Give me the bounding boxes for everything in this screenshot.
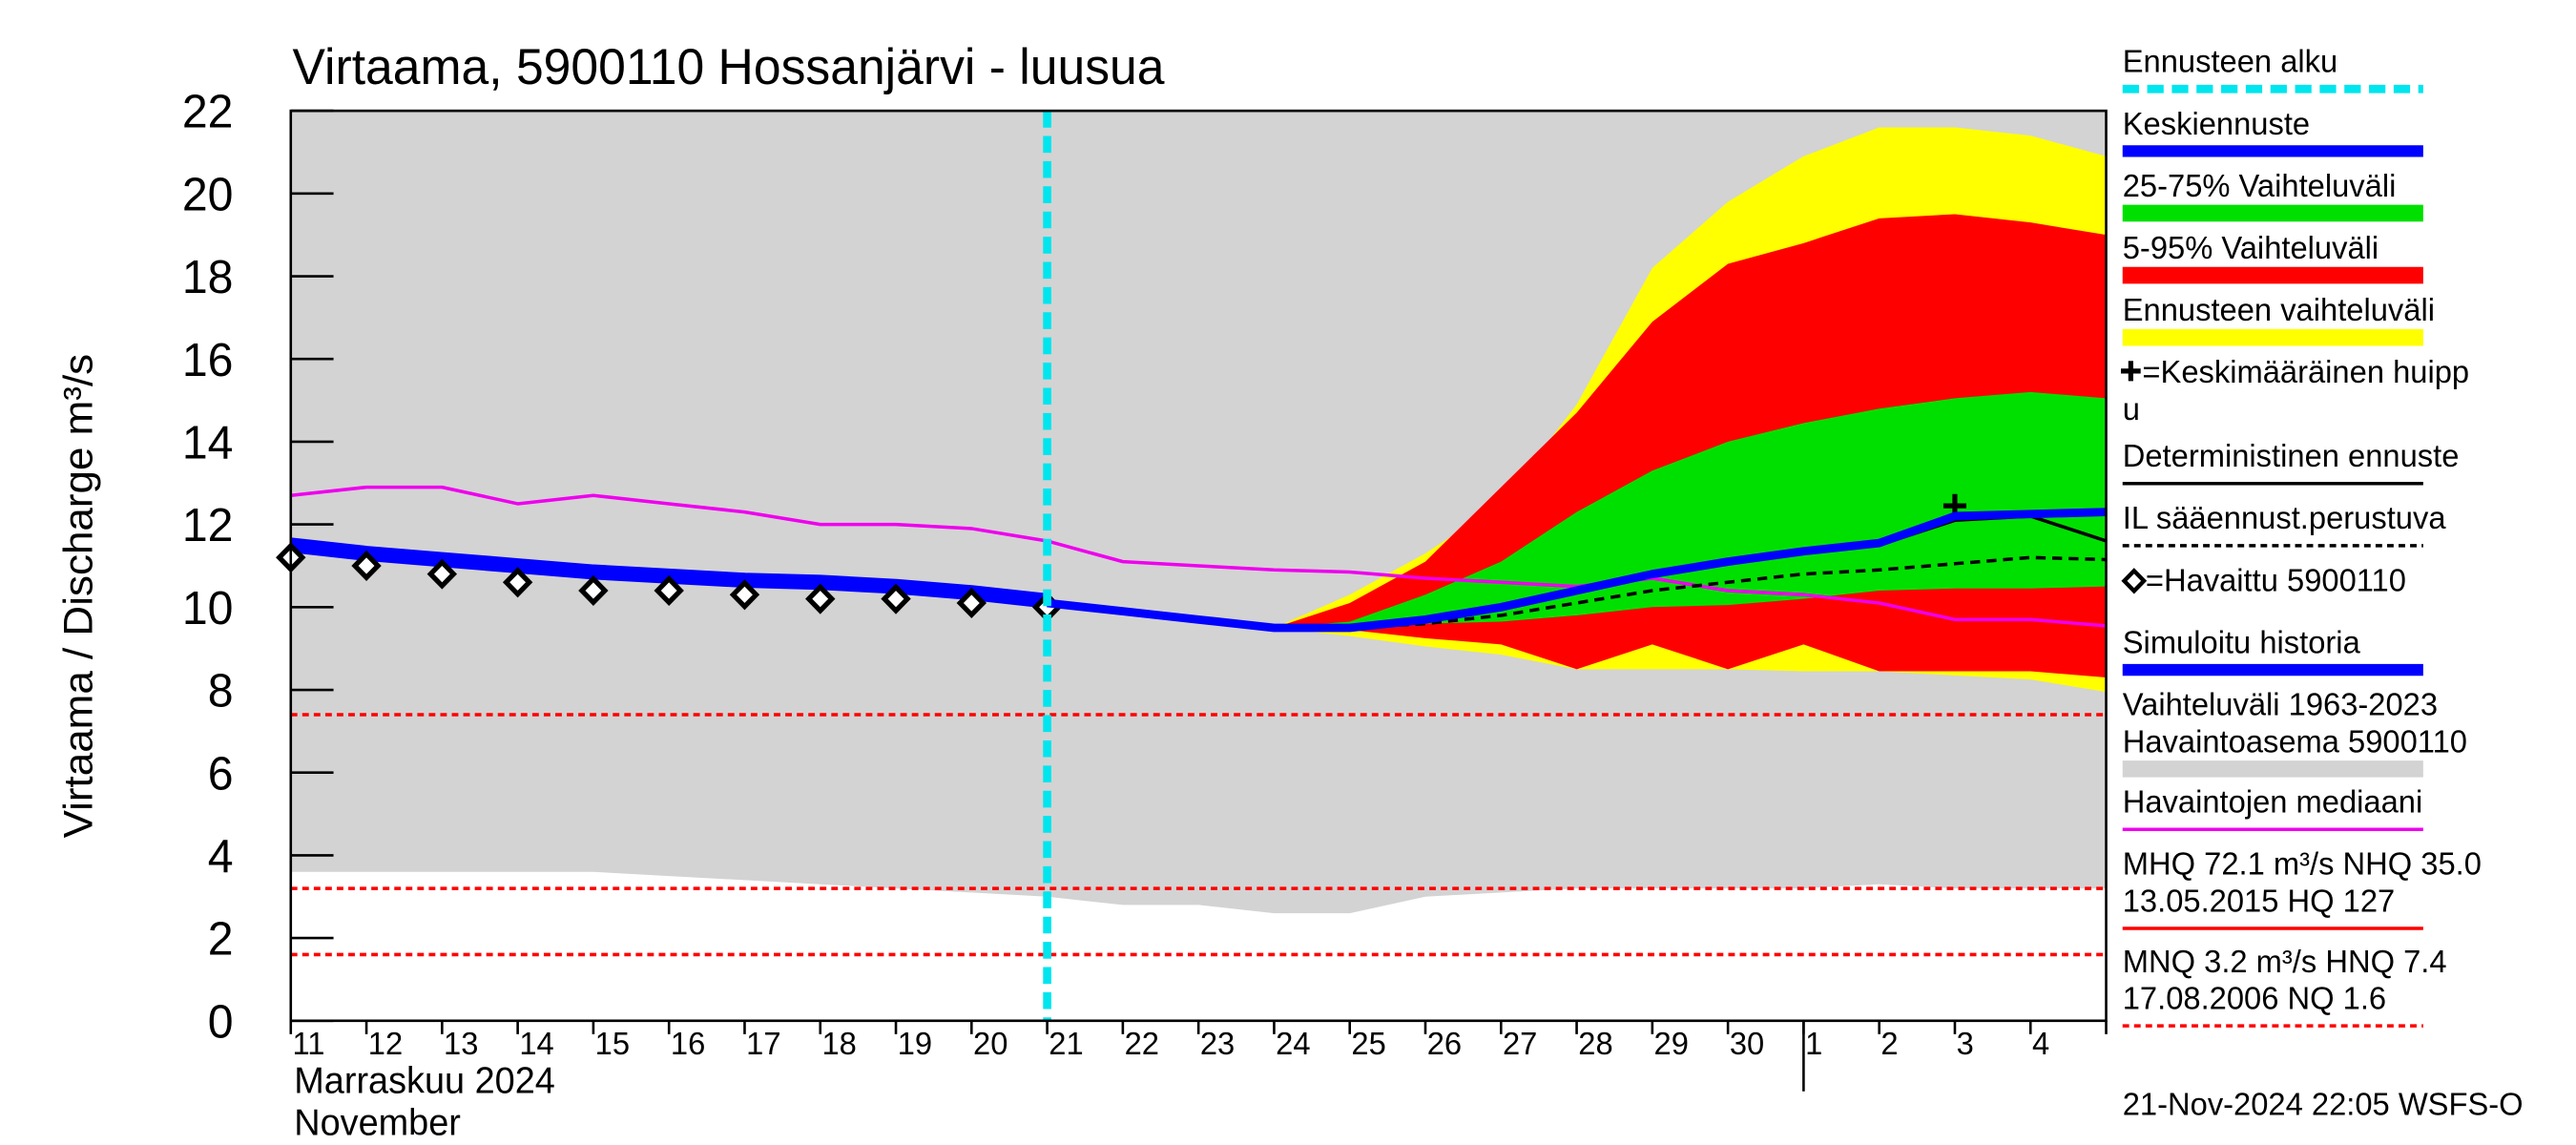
y-tick-label: 4 xyxy=(208,831,234,884)
y-tick-label: 10 xyxy=(182,582,234,635)
observed-marker xyxy=(351,550,382,582)
observed-marker xyxy=(426,558,458,590)
y-tick-label: 18 xyxy=(182,252,234,304)
legend-label: MHQ 72.1 m³/s NHQ 35.0 xyxy=(2123,846,2482,882)
month-label: Marraskuu 2024 xyxy=(294,1060,555,1101)
line xyxy=(1047,508,2107,633)
x-tick-label: 16 xyxy=(671,1027,705,1062)
line xyxy=(290,485,2107,628)
y-tick-label: 2 xyxy=(208,913,234,966)
x-tick-label: 2 xyxy=(1880,1027,1898,1062)
month-label: November xyxy=(294,1102,461,1143)
legend-label: Keskiennuste xyxy=(2123,106,2310,141)
observed-marker xyxy=(578,574,609,607)
x-tick-label: 3 xyxy=(1957,1027,1974,1062)
x-tick-label: 23 xyxy=(1200,1027,1235,1062)
legend-label: =Keskimääräinen huipp xyxy=(2142,355,2469,390)
y-tick-label: 20 xyxy=(182,169,234,221)
legend-label: 13.05.2015 HQ 127 xyxy=(2123,884,2395,919)
y-tick-label: 6 xyxy=(208,748,234,801)
legend-label: Havaintojen mediaani xyxy=(2123,784,2423,820)
y-tick-label: 12 xyxy=(182,500,234,552)
observed-marker xyxy=(881,583,911,614)
legend-label: MNQ 3.2 m³/s HNQ 7.4 xyxy=(2123,944,2447,979)
chart-title: Virtaama, 5900110 Hossanjärvi - luusua xyxy=(293,39,1166,95)
y-tick-label: 14 xyxy=(182,417,234,469)
x-tick-label: 18 xyxy=(821,1027,856,1062)
legend-label: =Havaittu 5900110 xyxy=(2146,563,2406,598)
legend-label: Deterministinen ennuste xyxy=(2123,439,2460,474)
x-tick-label: 17 xyxy=(746,1027,780,1062)
x-tick-label: 15 xyxy=(595,1027,630,1062)
observed-marker xyxy=(502,567,533,598)
legend-label: u xyxy=(2123,392,2140,427)
x-tick-label: 4 xyxy=(2032,1027,2049,1062)
x-tick-label: 1 xyxy=(1805,1027,1822,1062)
legend: Ennusteen alku Keskiennuste 25-75% Vaihtel… xyxy=(2121,44,2482,1028)
legend-label: Ennusteen vaihteluväli xyxy=(2123,293,2435,328)
y-tick-label: 0 xyxy=(208,996,234,1049)
x-tick-label: 27 xyxy=(1503,1027,1537,1062)
x-tick-label: 19 xyxy=(898,1027,932,1062)
observed-marker xyxy=(805,583,836,614)
x-tick-label: 11 xyxy=(293,1027,325,1062)
legend-label: IL sääennust.perustuva xyxy=(2123,501,2446,536)
line xyxy=(1349,555,2107,630)
x-tick-label: 29 xyxy=(1654,1027,1689,1062)
legend-label: Havaintoasema 5900110 xyxy=(2123,724,2467,760)
legend-symbol xyxy=(2121,568,2148,594)
y-tick-label: 8 xyxy=(208,665,234,718)
legend-label: Simuloitu historia xyxy=(2123,625,2361,660)
y-axis-label: Virtaama / Discharge m³/s xyxy=(56,354,101,839)
observed-marker xyxy=(956,587,987,619)
x-tick-label: 20 xyxy=(973,1027,1008,1062)
x-tick-label: 22 xyxy=(1125,1027,1159,1062)
x-tick-label: 25 xyxy=(1351,1027,1385,1062)
legend-label: 25-75% Vaihteluväli xyxy=(2123,169,2397,204)
legend-label: 17.08.2006 NQ 1.6 xyxy=(2123,981,2386,1016)
x-tick-label: 13 xyxy=(444,1027,478,1062)
x-tick-label: 14 xyxy=(519,1027,553,1062)
legend-label: 5-95% Vaihteluväli xyxy=(2123,231,2379,266)
legend-label: Ennusteen alku xyxy=(2123,44,2337,79)
x-tick-label: 28 xyxy=(1578,1027,1612,1062)
y-tick-label: 22 xyxy=(182,86,234,138)
x-tick-label: 21 xyxy=(1049,1027,1083,1062)
x-tick-label: 26 xyxy=(1427,1027,1462,1062)
legend-symbol xyxy=(2121,361,2141,382)
observed-marker xyxy=(729,579,760,611)
y-tick-label: 16 xyxy=(182,334,234,386)
footer: 21-Nov-2024 22:05 WSFS-O xyxy=(2123,1087,2524,1122)
x-tick-label: 30 xyxy=(1730,1027,1764,1062)
plot-area xyxy=(276,111,2108,1021)
x-tick-label: 12 xyxy=(368,1027,403,1062)
x-tick-label: 24 xyxy=(1276,1027,1310,1062)
legend-label: Vaihteluväli 1963-2023 xyxy=(2123,687,2438,722)
observed-marker xyxy=(654,574,684,607)
